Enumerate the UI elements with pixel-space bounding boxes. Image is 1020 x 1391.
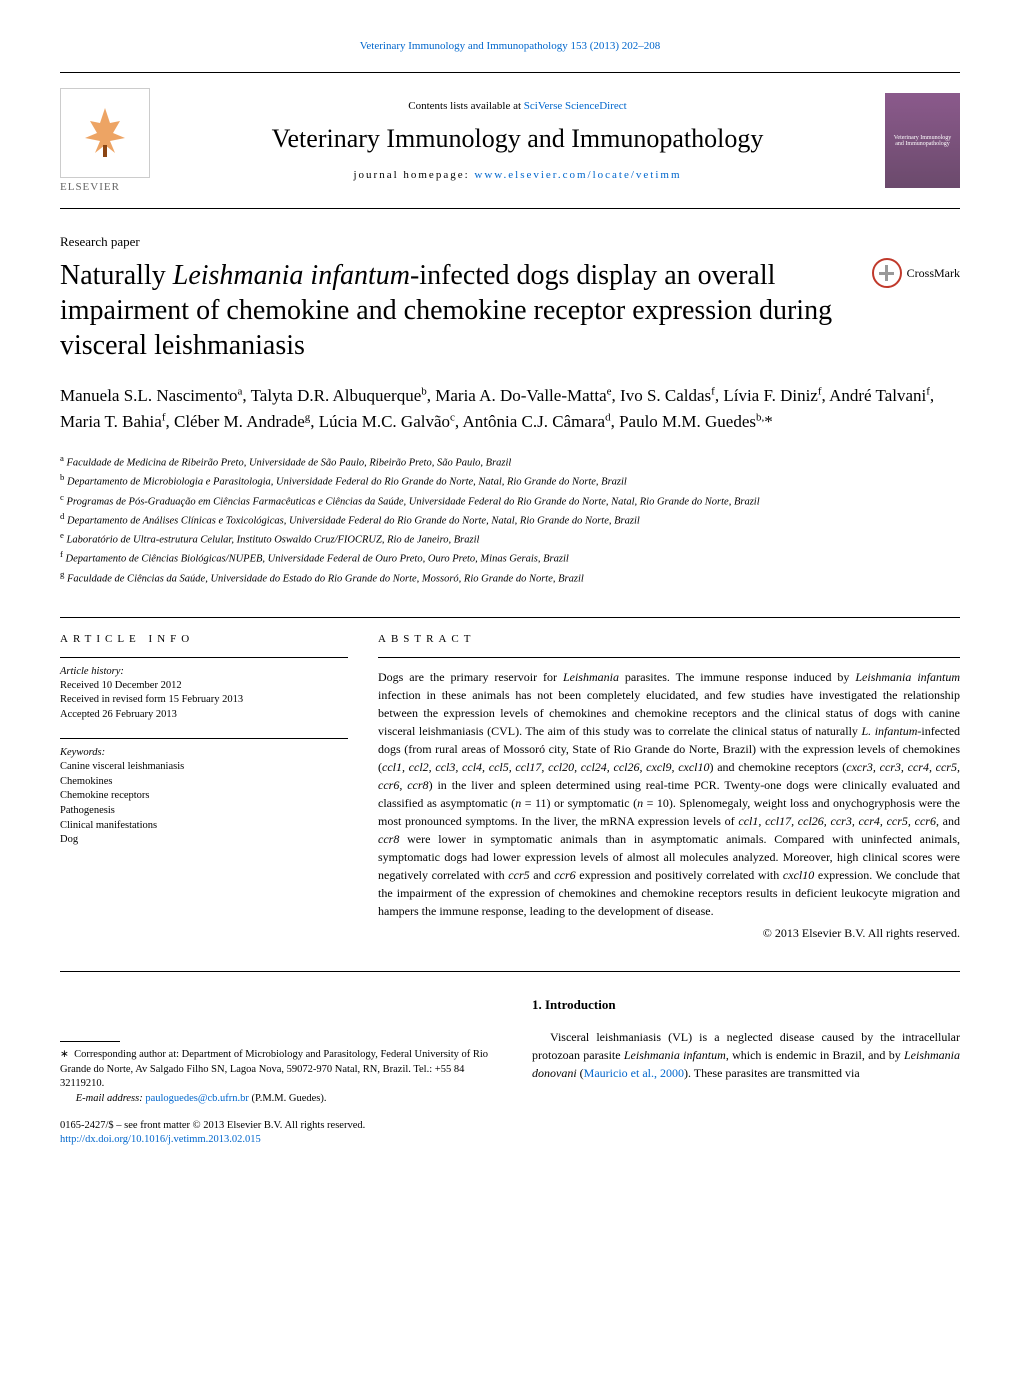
- crossmark-icon: [872, 258, 902, 288]
- section-divider: [60, 971, 960, 972]
- journal-cover-thumbnail: Veterinary Immunology and Immunopatholog…: [885, 93, 960, 188]
- journal-banner: ELSEVIER Contents lists available at Sci…: [60, 72, 960, 209]
- doi-link[interactable]: http://dx.doi.org/10.1016/j.vetimm.2013.…: [60, 1134, 261, 1145]
- article-title: Naturally Leishmania infantum-infected d…: [60, 258, 872, 363]
- article-info-heading: article info: [60, 633, 348, 645]
- footnote-block: ∗ Corresponding author at: Department of…: [60, 997, 492, 1148]
- contents-line: Contents lists available at SciVerse Sci…: [150, 100, 885, 112]
- journal-name: Veterinary Immunology and Immunopatholog…: [150, 124, 885, 154]
- homepage-line: journal homepage: www.elsevier.com/locat…: [150, 169, 885, 181]
- citation-header: Veterinary Immunology and Immunopatholog…: [60, 40, 960, 52]
- homepage-link[interactable]: www.elsevier.com/locate/vetimm: [474, 169, 681, 181]
- citation-link[interactable]: Mauricio et al., 2000: [584, 1066, 684, 1080]
- abstract-copyright: © 2013 Elsevier B.V. All rights reserved…: [378, 926, 960, 941]
- abstract-heading: abstract: [378, 633, 960, 645]
- introduction-heading: 1. Introduction: [532, 997, 960, 1013]
- keywords-block: Keywords: Canine visceral leishmaniasis …: [60, 738, 348, 848]
- article-history: Article history: Received 10 December 20…: [60, 657, 348, 723]
- authors-list: Manuela S.L. Nascimentoa, Talyta D.R. Al…: [60, 383, 960, 434]
- publisher-name: ELSEVIER: [60, 181, 150, 193]
- crossmark-badge[interactable]: CrossMark: [872, 258, 960, 288]
- email-link[interactable]: pauloguedes@cb.ufrn.br: [145, 1093, 249, 1104]
- introduction-text: Visceral leishmaniasis (VL) is a neglect…: [532, 1028, 960, 1082]
- paper-type: Research paper: [60, 234, 960, 250]
- publisher-logo: ELSEVIER: [60, 88, 150, 193]
- abstract-text: Dogs are the primary reservoir for Leish…: [378, 657, 960, 920]
- affiliations: a Faculdade de Medicina de Ribeirão Pret…: [60, 452, 960, 587]
- sciencedirect-link[interactable]: SciVerse ScienceDirect: [524, 100, 627, 112]
